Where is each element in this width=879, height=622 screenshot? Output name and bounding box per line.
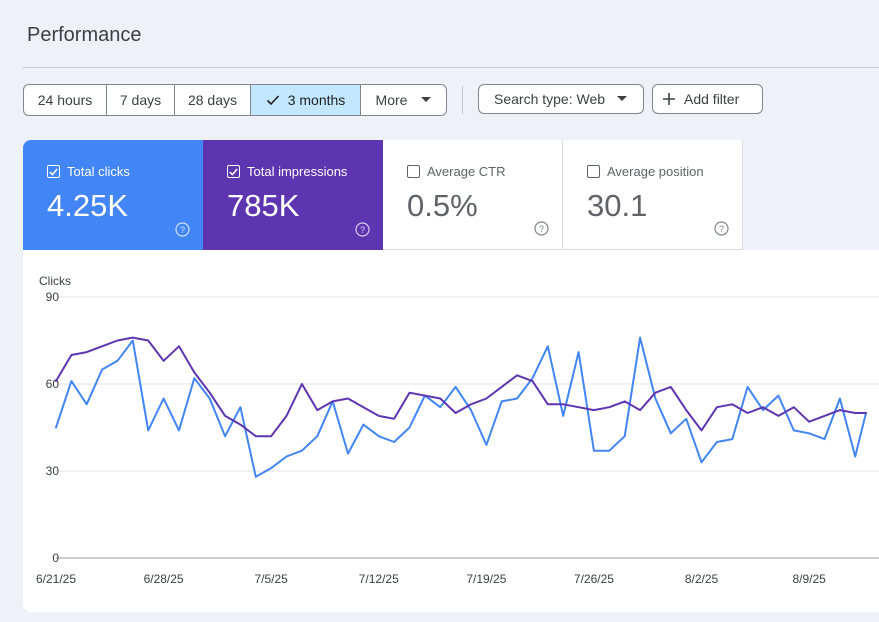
- range-label: 28 days: [187, 92, 238, 108]
- svg-text:?: ?: [360, 225, 365, 235]
- range-label: More: [375, 92, 408, 108]
- range-28-days-button[interactable]: 28 days: [175, 85, 251, 115]
- range-3-months-button[interactable]: 3 months: [251, 85, 361, 115]
- metric-value: 0.5%: [407, 188, 478, 223]
- x-tick-label: 7/19/25: [466, 572, 506, 586]
- range-label: 24 hours: [37, 92, 93, 108]
- metric-card-average-position[interactable]: Average position 30.1 ?: [563, 140, 743, 250]
- x-tick-label: 7/5/25: [254, 572, 288, 586]
- date-range-selector: 24 hours 7 days 28 days 3 months More: [23, 84, 447, 116]
- checkbox-unchecked-icon[interactable]: [407, 165, 420, 178]
- help-icon[interactable]: ?: [355, 222, 370, 237]
- x-tick-label: 7/12/25: [359, 572, 399, 586]
- metric-label: Average position: [607, 164, 704, 179]
- svg-text:?: ?: [180, 225, 185, 235]
- metric-card-total-clicks[interactable]: Total clicks 4.25K ?: [23, 140, 203, 250]
- metric-card-average-ctr[interactable]: Average CTR 0.5% ?: [383, 140, 563, 250]
- x-tick-label: 8/2/25: [685, 572, 719, 586]
- performance-chart-panel: Clicks 0 30 60 90 6/21/25 6/28/25 7/5/25 7/12/25…: [23, 250, 879, 612]
- x-tick-label: 7/26/25: [574, 572, 614, 586]
- y-tick-label: 90: [46, 290, 60, 304]
- impressions-series-line: [55, 336, 867, 438]
- x-tick-label: 6/21/25: [36, 572, 76, 586]
- svg-text:?: ?: [539, 224, 544, 234]
- check-icon: [266, 94, 280, 106]
- x-tick-label: 6/28/25: [144, 572, 184, 586]
- metric-label: Total impressions: [247, 164, 348, 179]
- filter-separator: [462, 86, 463, 114]
- search-type-dropdown[interactable]: Search type: Web: [478, 84, 644, 114]
- metric-value: 30.1: [587, 188, 648, 223]
- svg-text:?: ?: [719, 224, 724, 234]
- metric-card-total-impressions[interactable]: Total impressions 785K ?: [203, 140, 383, 250]
- checkbox-checked-icon[interactable]: [47, 165, 60, 178]
- dropdown-arrow-icon: [421, 97, 432, 103]
- add-filter-button[interactable]: Add filter: [652, 84, 763, 114]
- search-type-label: Search type: Web: [494, 91, 606, 107]
- add-filter-label: Add filter: [684, 91, 740, 107]
- y-tick-label: 30: [46, 464, 60, 478]
- dropdown-arrow-icon: [617, 96, 628, 102]
- checkbox-checked-icon[interactable]: [227, 165, 240, 178]
- plus-icon: [662, 92, 676, 106]
- range-more-button[interactable]: More: [361, 85, 446, 115]
- page-title: Performance: [27, 24, 142, 46]
- metric-value: 785K: [227, 188, 300, 223]
- header-divider: [23, 67, 879, 68]
- metric-label: Average CTR: [427, 164, 506, 179]
- range-7-days-button[interactable]: 7 days: [107, 85, 175, 115]
- range-label: 7 days: [119, 92, 162, 108]
- x-tick-label: 8/9/25: [792, 572, 826, 586]
- help-icon[interactable]: ?: [534, 221, 549, 236]
- range-24-hours-button[interactable]: 24 hours: [24, 85, 107, 115]
- metric-cards: Total clicks 4.25K ? Total impressions 7…: [23, 140, 743, 250]
- help-icon[interactable]: ?: [175, 222, 190, 237]
- checkbox-unchecked-icon[interactable]: [587, 165, 600, 178]
- help-icon[interactable]: ?: [714, 221, 729, 236]
- range-label: 3 months: [287, 92, 346, 108]
- metric-value: 4.25K: [47, 188, 129, 223]
- y-tick-label: 0: [52, 551, 59, 565]
- y-axis-label: Clicks: [39, 274, 71, 288]
- metric-label: Total clicks: [67, 164, 130, 179]
- clicks-series-line: [55, 336, 867, 478]
